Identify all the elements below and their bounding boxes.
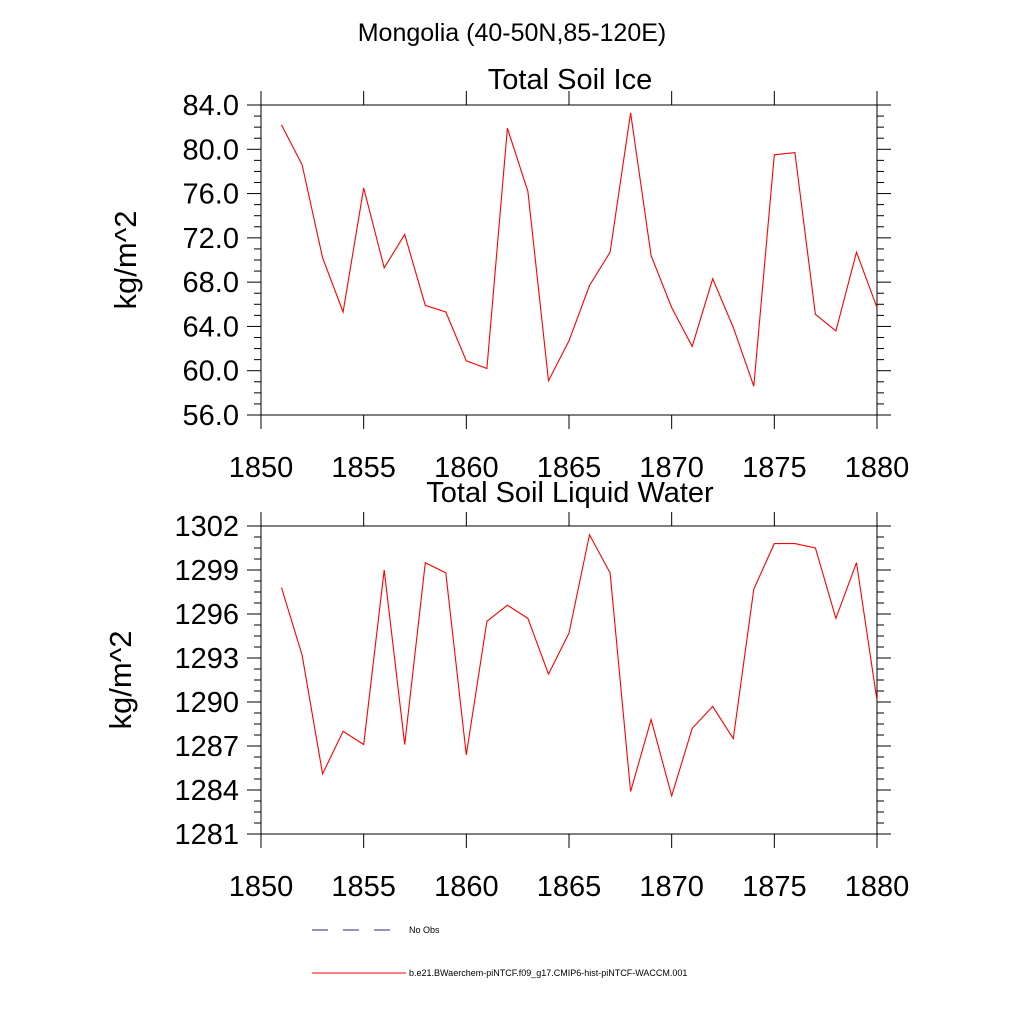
legend-label: b.e21.BWaerchem-piNTCF.f09_g17.CMIP6-his…: [409, 968, 687, 978]
legend-label: No Obs: [409, 925, 440, 935]
panel-title: Total Soil Liquid Water: [426, 477, 714, 509]
y-tick-label: 1299: [174, 555, 239, 587]
y-tick-label: 68.0: [183, 267, 239, 299]
y-tick-label: 1296: [174, 599, 239, 631]
y-tick-label: 1284: [174, 775, 239, 807]
x-tick-label: 1865: [537, 452, 602, 484]
plot-area: 1850 1855 1860 1865 1870 1875 1880 1281 1284 1287…: [174, 511, 909, 903]
x-tick-label: 1865: [537, 871, 602, 903]
y-tick-label: 84.0: [183, 90, 239, 122]
x-tick-label: 1875: [742, 871, 807, 903]
x-tick-label: 1855: [331, 871, 396, 903]
plot-area: 1850 1855 1860 1865 1870 1875 1880 56.0 60.0 64.0…: [183, 90, 910, 484]
y-tick-label: 60.0: [183, 356, 239, 388]
y-tick-label: 76.0: [183, 179, 239, 211]
y-tick-label: 1290: [174, 687, 239, 719]
y-tick-label: 1281: [174, 819, 239, 851]
legend: No Obs b.e21.BWaerchem-piNTCF.f09_g17.CM…: [312, 925, 687, 978]
plot-frame: [260, 104, 878, 416]
x-tick-label: 1870: [639, 871, 704, 903]
x-tick-label: 1850: [229, 871, 294, 903]
series-line: [280, 533, 878, 798]
x-tick-label: 1850: [229, 452, 294, 484]
y-tick-label: 1293: [174, 643, 239, 675]
panel-soil-ice: Total Soil Ice kg/m^2 1850 1855 1860 1865 18…: [108, 64, 909, 484]
y-tick-label: 72.0: [183, 223, 239, 255]
x-tick-label: 1860: [434, 452, 499, 484]
page-title: Mongolia (40-50N,85-120E): [358, 19, 667, 47]
y-tick-label: 56.0: [183, 400, 239, 432]
legend-item-no-obs: No Obs: [312, 925, 440, 935]
legend-item-model: b.e21.BWaerchem-piNTCF.f09_g17.CMIP6-his…: [312, 968, 687, 978]
x-tick-label: 1860: [434, 871, 499, 903]
plot-frame: [260, 525, 878, 835]
series-line: [281, 112, 878, 387]
x-tick-label: 1880: [845, 452, 910, 484]
y-tick-label: 64.0: [183, 311, 239, 343]
y-tick-label: 1287: [174, 731, 239, 763]
x-tick-label: 1870: [639, 452, 704, 484]
y-axis-label: kg/m^2: [103, 631, 138, 730]
y-tick-label: 80.0: [183, 134, 239, 166]
panel-title: Total Soil Ice: [488, 64, 652, 96]
y-tick-label: 1302: [174, 511, 239, 543]
x-tick-label: 1855: [331, 452, 396, 484]
y-axis-label: kg/m^2: [108, 211, 143, 310]
x-tick-label: 1880: [845, 871, 910, 903]
panel-soil-liquid-water: Total Soil Liquid Water kg/m^2 1850 1855 1…: [103, 477, 909, 903]
x-tick-label: 1875: [742, 452, 807, 484]
